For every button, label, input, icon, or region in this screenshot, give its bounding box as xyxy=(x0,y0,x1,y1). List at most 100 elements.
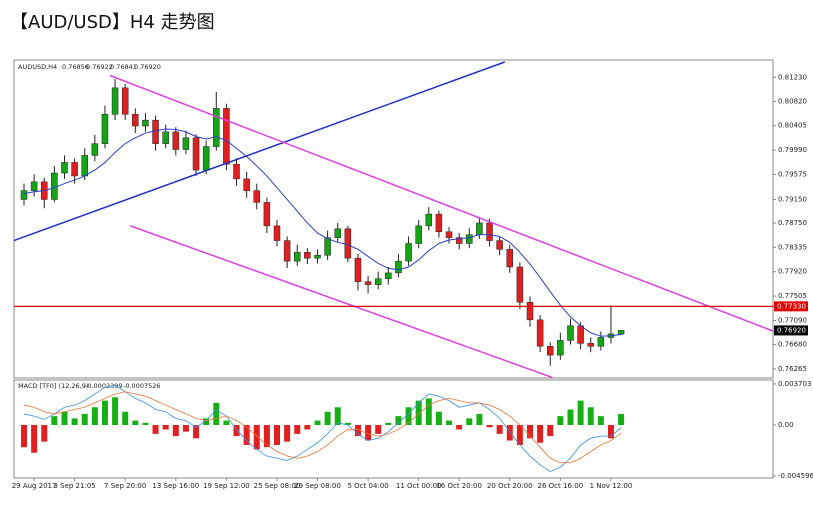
macd-line xyxy=(23,384,622,473)
candle-body xyxy=(293,252,301,262)
macd-bar xyxy=(456,425,463,430)
macd-bar xyxy=(284,425,291,442)
macd-bar xyxy=(334,407,341,426)
macd-bar xyxy=(223,420,230,426)
macd-value: -0.0007526 xyxy=(123,382,161,390)
macd-bar xyxy=(294,425,301,434)
y-tick-label: 0.80820 xyxy=(778,97,807,105)
candle-body xyxy=(152,119,159,144)
y-tick-label: 0.80405 xyxy=(778,122,807,130)
candle-body xyxy=(51,172,58,200)
y-tick-label: 0.81230 xyxy=(778,73,807,81)
macd-bar xyxy=(304,425,311,430)
macd-bar xyxy=(81,413,88,426)
candle-body xyxy=(334,228,341,238)
last-price-tag xyxy=(774,325,808,336)
candle-body xyxy=(486,222,493,241)
macd-bar xyxy=(385,422,392,426)
candle-body xyxy=(374,278,382,285)
macd-bar xyxy=(527,425,533,439)
candle-body xyxy=(597,337,605,347)
macd-bar xyxy=(577,400,584,426)
price-tag xyxy=(774,301,808,312)
macd-bar xyxy=(243,425,250,445)
trendline xyxy=(109,74,774,332)
macd-bar xyxy=(486,425,493,428)
macd-bar xyxy=(213,402,220,426)
y-tick-label: 0.76680 xyxy=(778,341,807,349)
x-tick-label: 20 Oct 20:00 xyxy=(487,482,533,490)
macd-bar xyxy=(476,413,483,426)
macd-bar xyxy=(446,420,453,426)
candle-body xyxy=(142,119,149,127)
candle-body xyxy=(455,237,463,244)
candle-body xyxy=(476,222,483,235)
y-tick-label: 0.79990 xyxy=(778,146,807,154)
y-tick-label: 0.76265 xyxy=(778,365,807,373)
candle-body xyxy=(263,202,271,227)
candle-body xyxy=(192,137,200,171)
candle-body xyxy=(253,190,261,203)
candle-body xyxy=(30,181,38,191)
candle-body xyxy=(466,234,473,244)
x-tick-label: 25 Sep 08:00 xyxy=(254,482,301,490)
candle-body xyxy=(546,346,554,356)
price-tag-label: 0.77330 xyxy=(777,302,806,310)
macd-bar xyxy=(395,416,402,426)
macd-bar xyxy=(314,420,321,426)
macd-bar xyxy=(425,398,432,426)
candle-body xyxy=(496,240,503,250)
macd-bar xyxy=(182,425,189,432)
macd-panel xyxy=(13,379,774,479)
macd-bar xyxy=(567,409,574,426)
macd-bar xyxy=(496,425,503,434)
price-panel xyxy=(13,59,774,379)
candle-body xyxy=(101,114,109,144)
macd-bar xyxy=(618,413,625,426)
candle-body xyxy=(81,155,88,177)
y-tick-label: -0.004596 xyxy=(778,472,813,480)
candle-body xyxy=(304,252,311,259)
candle-body xyxy=(223,108,230,165)
candle-body xyxy=(435,213,443,232)
candle-body xyxy=(111,87,119,115)
candle-body xyxy=(415,225,422,244)
macd-bar xyxy=(132,420,139,426)
macd-bar xyxy=(91,407,98,426)
macd-bar xyxy=(253,425,260,450)
candle-body xyxy=(314,254,321,259)
y-tick-label: 0.003703 xyxy=(778,380,811,388)
macd-bar xyxy=(71,418,78,426)
macd-bar xyxy=(537,425,544,443)
macd-bar xyxy=(61,411,68,426)
candle-body xyxy=(395,260,402,274)
x-tick-label: 7 Sep 20:00 xyxy=(104,482,146,490)
header-value: 0.76922 xyxy=(86,63,113,71)
macd-bar xyxy=(112,397,119,426)
macd-line xyxy=(23,391,622,464)
chart-title: 【AUD/USD】H4 走势图 xyxy=(10,12,215,33)
macd-bar xyxy=(506,425,513,441)
candle-body xyxy=(202,146,210,171)
macd-bar xyxy=(516,425,523,445)
macd-bar xyxy=(547,425,554,437)
candle-body xyxy=(557,340,564,356)
candle-body xyxy=(213,108,220,147)
macd-bar xyxy=(344,422,351,426)
macd-bar xyxy=(587,407,594,426)
macd-bar xyxy=(41,425,48,442)
macd-bar xyxy=(324,411,331,426)
y-tick-label: 0.77505 xyxy=(778,292,807,300)
macd-bar xyxy=(31,425,38,453)
x-tick-label: 29 Aug 2017 xyxy=(12,482,57,490)
candle-body xyxy=(617,330,625,335)
x-tick-label: 16 Oct 20:00 xyxy=(436,482,482,490)
header-value: 0.76920 xyxy=(134,63,161,71)
trendline xyxy=(13,61,505,242)
trendline xyxy=(130,225,553,379)
candle-body xyxy=(506,249,514,268)
macd-bar xyxy=(21,425,27,448)
macd-bar xyxy=(152,425,159,434)
y-tick-label: 0.78335 xyxy=(778,243,807,251)
candle-body xyxy=(324,237,331,256)
